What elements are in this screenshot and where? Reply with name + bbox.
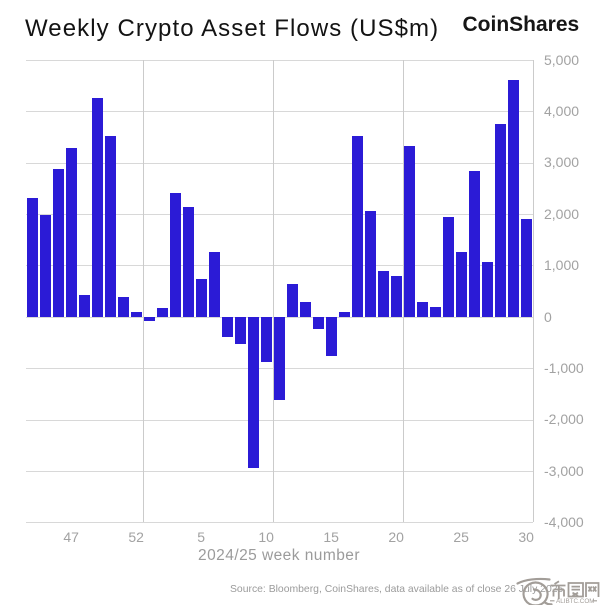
svg-text:ALIBTC.COM: ALIBTC.COM <box>556 598 595 605</box>
